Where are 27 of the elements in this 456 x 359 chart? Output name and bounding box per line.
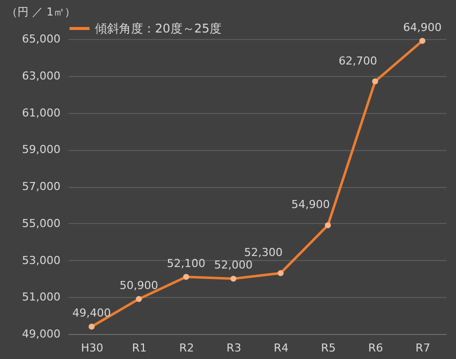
y-tick-label: 49,000 bbox=[22, 328, 60, 340]
text: 64,900 bbox=[403, 20, 442, 34]
y-tick-label: 65,000 bbox=[22, 32, 60, 46]
text: 52,100 bbox=[166, 256, 206, 270]
x-tick-label: R4 bbox=[274, 342, 288, 354]
text: 50,900 bbox=[120, 278, 158, 292]
x-tick-label: R1 bbox=[132, 342, 147, 354]
x-tick-label: R5 bbox=[321, 342, 336, 354]
x-tick-label: R2 bbox=[179, 342, 194, 354]
y-axis-title: （円 ／ 1㎡） bbox=[6, 6, 76, 18]
legend-label: 傾斜角度：20度～25度 bbox=[95, 22, 222, 36]
text: 52,300 bbox=[244, 246, 283, 260]
y-tick-label: 55,000 bbox=[22, 216, 60, 230]
text: 49,400 bbox=[72, 306, 111, 320]
x-tick-label: H30 bbox=[80, 342, 104, 354]
x-tick-label: R7 bbox=[416, 342, 430, 354]
y-tick-label: 57,000 bbox=[22, 180, 60, 193]
y-tick-label: 59,000 bbox=[22, 143, 60, 156]
text: 52,000 bbox=[214, 258, 253, 272]
y-tick-label: 63,000 bbox=[22, 69, 60, 82]
text: 54,900 bbox=[291, 198, 330, 212]
y-tick-label: 61,000 bbox=[22, 106, 60, 120]
text: 62,700 bbox=[338, 54, 378, 68]
y-tick-label: 53,000 bbox=[22, 254, 60, 267]
x-tick-label: R3 bbox=[226, 342, 242, 354]
y-tick-label: 51,000 bbox=[22, 290, 60, 304]
x-tick-label: R6 bbox=[368, 342, 383, 354]
